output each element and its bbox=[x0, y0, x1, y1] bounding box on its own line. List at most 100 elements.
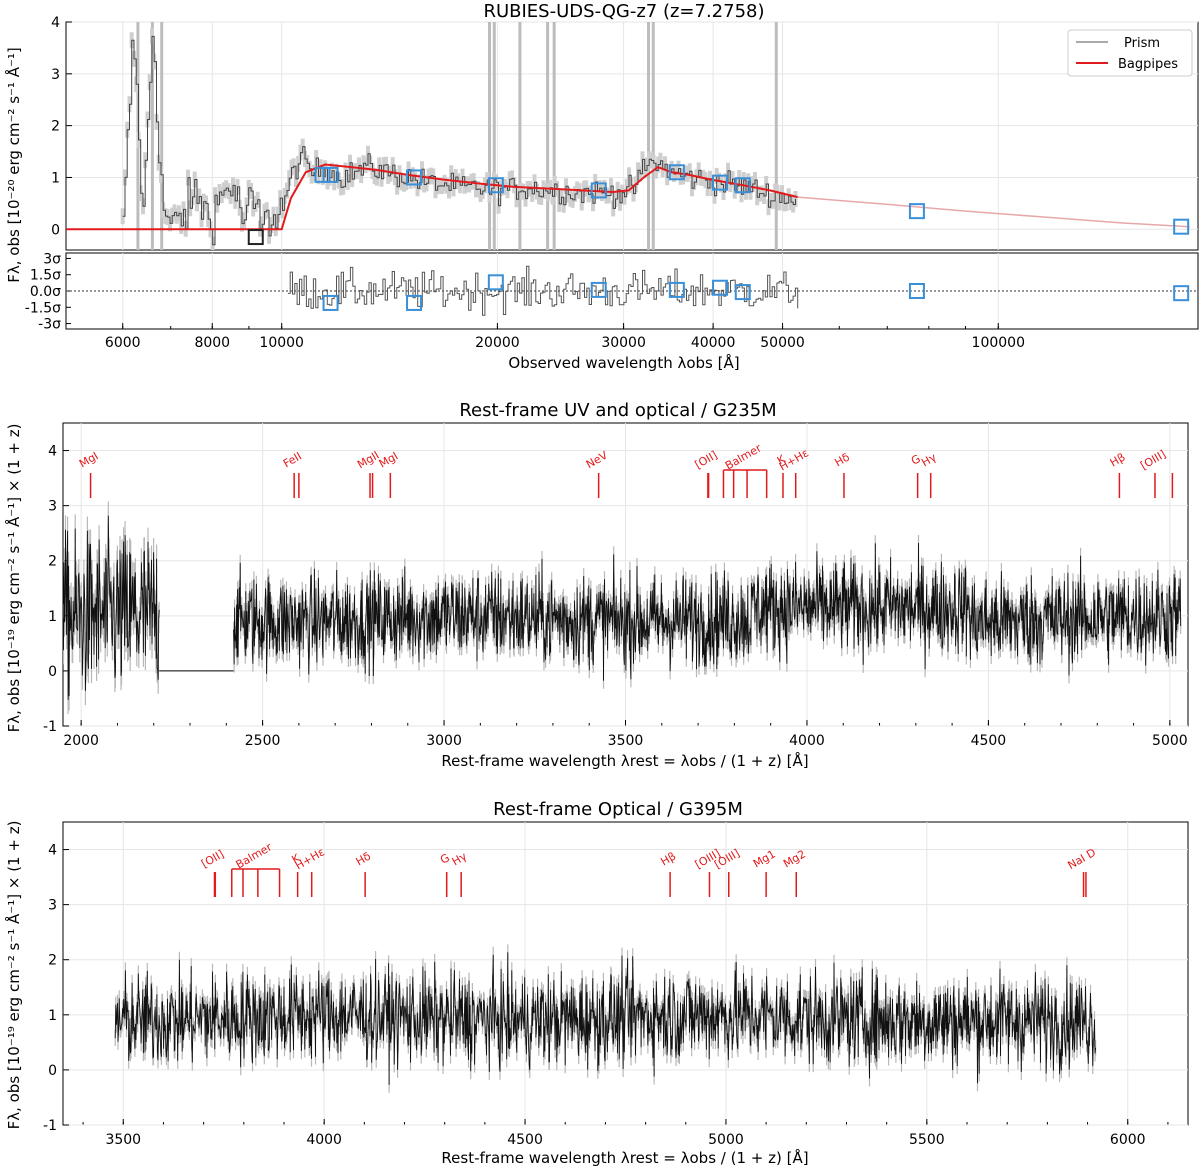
prism-xtick-label: 100000 bbox=[972, 335, 1025, 351]
g235m-ylabel: Fλ, obs [10⁻¹⁹ erg cm⁻² s⁻¹ Å⁻¹] × (1 + … bbox=[4, 424, 23, 733]
line-label: Balmer bbox=[723, 441, 764, 472]
photometry-point bbox=[1173, 218, 1190, 235]
residual-photometry-point bbox=[734, 284, 751, 301]
ytick-label: -1 bbox=[43, 719, 57, 735]
xtick-label: 3000 bbox=[426, 733, 462, 749]
line-label: Hγ bbox=[919, 450, 939, 469]
xtick-label: 4000 bbox=[789, 733, 825, 749]
legend-bagpipes-label: Bagpipes bbox=[1118, 57, 1178, 72]
ytick-label: 0 bbox=[48, 1063, 57, 1079]
ytick-label: 4 bbox=[48, 444, 57, 460]
legend-prism-label: Prism bbox=[1124, 36, 1160, 51]
bagpipes-extrapolation-line bbox=[797, 196, 1190, 228]
residual-ytick-label: 3σ bbox=[43, 251, 61, 267]
spectrum-line bbox=[63, 515, 1182, 700]
g395m-panel: Rest-frame Optical / G395M 3500 4000 4500 5… bbox=[4, 799, 1189, 1167]
g395m-xlabel: Rest-frame wavelength λrest = λobs / (1 … bbox=[441, 1148, 808, 1167]
xtick-label: 4500 bbox=[971, 733, 1007, 749]
prism-xtick-label: 30000 bbox=[601, 335, 646, 351]
line-label: NeV bbox=[584, 448, 610, 471]
xtick-label: 5000 bbox=[708, 1132, 744, 1148]
photometry-point bbox=[487, 177, 504, 194]
photometry-point bbox=[406, 169, 423, 186]
residual-photometry-point bbox=[712, 279, 729, 296]
spectrum-line bbox=[114, 952, 1097, 1085]
line-label: Hβ bbox=[658, 850, 678, 869]
residual-ytick-label: 1.5σ bbox=[30, 268, 61, 284]
xtick-label: 6000 bbox=[1110, 1132, 1146, 1148]
residual-photometry-point bbox=[487, 274, 504, 291]
xtick-label: 2000 bbox=[63, 733, 99, 749]
ytick-label: 0 bbox=[48, 664, 57, 680]
ytick-label: 3 bbox=[48, 898, 57, 914]
ytick-label: 1 bbox=[48, 1008, 57, 1024]
residual-photometry-point bbox=[590, 281, 607, 298]
prism-ytick-label: 1 bbox=[51, 170, 60, 186]
prism-xtick-label: 10000 bbox=[259, 335, 304, 351]
g235m-content: 2000 2500 3000 3500 4000 4500 5000 -1 0 1 2 3 4 MgI Fe… bbox=[43, 423, 1188, 749]
ytick-label: 2 bbox=[48, 554, 57, 570]
prism-xtick-label: 20000 bbox=[475, 335, 520, 351]
line-label: MgI bbox=[377, 449, 401, 470]
ytick-label: 2 bbox=[48, 953, 57, 969]
xtick-label: 4500 bbox=[507, 1132, 543, 1148]
g235m-title: Rest-frame UV and optical / G235M bbox=[459, 400, 776, 421]
g395m-title: Rest-frame Optical / G395M bbox=[493, 799, 743, 820]
line-label: Hδ bbox=[832, 450, 852, 469]
prism-xtick-label: 8000 bbox=[194, 335, 230, 351]
prism-ytick-label: 4 bbox=[51, 15, 60, 31]
prism-xtick-label: 40000 bbox=[691, 335, 736, 351]
xtick-label: 5000 bbox=[1152, 733, 1188, 749]
residual-photometry-point bbox=[322, 294, 339, 311]
line-label: Hβ bbox=[1108, 451, 1128, 470]
residual-ytick-label: -1.5σ bbox=[25, 300, 61, 316]
photometry-point bbox=[322, 166, 339, 183]
prism-xtick-label: 50000 bbox=[760, 335, 805, 351]
xtick-label: 2500 bbox=[245, 733, 281, 749]
g235m-xlabel: Rest-frame wavelength λrest = λobs / (1 … bbox=[441, 751, 808, 770]
line-label: [OII] bbox=[199, 847, 226, 870]
xtick-label: 5500 bbox=[909, 1132, 945, 1148]
prism-panel: RUBIES-UDS-QG-z7 (z=7.2758) 6000 8000 1000… bbox=[4, 1, 1199, 372]
prism-error-band bbox=[120, 28, 798, 250]
prism-title: RUBIES-UDS-QG-z7 (z=7.2758) bbox=[483, 1, 764, 22]
g395m-content: 3500 4000 4500 5000 5500 6000 -1 0 1 2 3 4 [OII] Balm… bbox=[43, 822, 1188, 1148]
legend: Prism Bagpipes bbox=[1067, 29, 1193, 77]
prism-xlabel: Observed wavelength λobs [Å] bbox=[508, 353, 739, 372]
xtick-label: 4000 bbox=[306, 1132, 342, 1148]
prism-ytick-label: 3 bbox=[51, 67, 60, 83]
residual-photometry-point bbox=[1173, 285, 1190, 302]
line-label: [OII] bbox=[693, 448, 720, 471]
prism-content: 6000 8000 10000 20000 30000 40000 50000 100000 0… bbox=[25, 15, 1198, 351]
prism-ytick-label: 2 bbox=[51, 119, 60, 135]
ytick-label: 1 bbox=[48, 609, 57, 625]
xtick-label: 3500 bbox=[608, 733, 644, 749]
photometry-point bbox=[314, 166, 331, 183]
prism-ytick-label: 0 bbox=[51, 222, 60, 238]
g395m-ylabel: Fλ, obs [10⁻¹⁹ erg cm⁻² s⁻¹ Å⁻¹] × (1 + … bbox=[4, 821, 23, 1130]
photometry-point bbox=[668, 164, 685, 181]
photometry-point bbox=[734, 177, 751, 194]
line-label: MgI bbox=[77, 449, 101, 470]
photometry-point bbox=[247, 229, 264, 246]
line-label: Mg2 bbox=[781, 847, 808, 870]
g235m-panel: Rest-frame UV and optical / G235M 2000 25… bbox=[4, 400, 1189, 770]
photometry-point bbox=[590, 182, 607, 199]
residual-ytick-label: 0.0σ bbox=[30, 284, 61, 300]
line-label: [OIII] bbox=[1138, 448, 1168, 473]
line-label: FeII bbox=[281, 450, 304, 471]
line-label: Hδ bbox=[354, 849, 374, 868]
residual-ytick-label: -3σ bbox=[38, 317, 61, 333]
residual-photometry-point bbox=[406, 294, 423, 311]
xtick-label: 3500 bbox=[105, 1132, 141, 1148]
photometry-point bbox=[712, 174, 729, 191]
prism-xtick-label: 6000 bbox=[105, 335, 141, 351]
photometry-point bbox=[908, 203, 925, 220]
residual-photometry-point bbox=[908, 283, 925, 299]
prism-ylabel: Fλ, obs [10⁻²⁰ erg cm⁻² s⁻¹ Å⁻¹] bbox=[4, 47, 23, 283]
ytick-label: -1 bbox=[43, 1118, 57, 1134]
line-label: Balmer bbox=[234, 840, 275, 871]
residual-photometry-point bbox=[668, 281, 685, 298]
line-label: Hγ bbox=[450, 849, 470, 868]
